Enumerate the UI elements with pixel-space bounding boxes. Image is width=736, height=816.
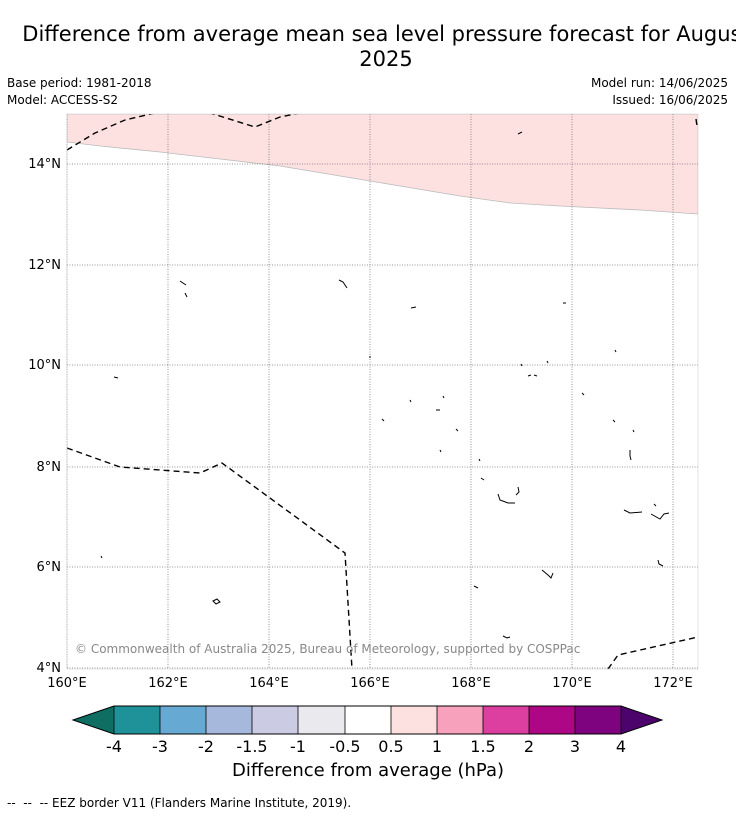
colorbar-dividers [113, 706, 622, 734]
base-period-text: Base period: 1981-2018 [7, 76, 152, 90]
colorbar-tick-label: -4 [106, 737, 122, 756]
islands [100, 131, 670, 639]
colorbar-bin [529, 706, 575, 734]
eez-border-edge-ne [695, 118, 698, 127]
lon-label: 164°E [249, 676, 289, 691]
lat-label: 10°N [28, 358, 61, 373]
colorbar-tick-label: 4 [616, 737, 626, 756]
colorbar-bin [298, 706, 345, 734]
colorbar-tick-label: -0.5 [329, 737, 360, 756]
colorbar-tick-label: 3 [570, 737, 580, 756]
lon-label: 168°E [451, 676, 491, 691]
lat-label: 12°N [28, 258, 61, 273]
colorbar-bin [206, 706, 252, 734]
lat-label: 14°N [28, 157, 61, 172]
map-title: Difference from average mean sea level p… [22, 22, 736, 71]
eez-border-southeast [607, 636, 698, 669]
colorbar-bin [252, 706, 298, 734]
eez-border-central [67, 447, 353, 669]
colorbar: -4 -3 -2 -1.5 -1 -0.5 0.5 1 1.5 2 3 4 [71, 705, 664, 756]
lat-label: 8°N [37, 460, 62, 475]
colorbar-tick-label: 1.5 [470, 737, 495, 756]
lon-labels: 160°E 162°E 164°E 166°E 168°E 170°E 172°… [47, 676, 693, 691]
lat-labels: 14°N 12°N 10°N 8°N 6°N 4°N [28, 157, 61, 676]
colorbar-bin [114, 706, 160, 734]
colorbar-tick-label: 1 [432, 737, 442, 756]
colorbar-tick-label: -1 [290, 737, 306, 756]
lon-label: 172°E [653, 676, 693, 691]
colorbar-bin [160, 706, 206, 734]
colorbar-bin [345, 706, 391, 734]
colorbar-ticks: -4 -3 -2 -1.5 -1 -0.5 0.5 1 1.5 2 3 4 [106, 737, 626, 756]
colorbar-tick-label: -2 [198, 737, 214, 756]
footnote-eez-legend: -- -- -- EEZ border V11 (Flanders Marine… [7, 796, 352, 810]
issued-text: Issued: 16/06/2025 [612, 93, 728, 107]
map-frame [66, 113, 699, 670]
colorbar-tick-label: 2 [524, 737, 534, 756]
eez-borders [67, 114, 698, 669]
model-run-text: Model run: 14/06/2025 [590, 76, 728, 90]
lat-label: 4°N [37, 661, 62, 676]
model-text: Model: ACCESS-S2 [7, 93, 119, 107]
lon-label: 166°E [350, 676, 390, 691]
lon-label: 162°E [148, 676, 188, 691]
colorbar-bin [575, 706, 621, 734]
eez-border-north [67, 114, 299, 151]
meta-right: Model run: 14/06/2025 Issued: 16/06/2025 [591, 75, 728, 109]
colorbar-tick-label: -1.5 [236, 737, 267, 756]
meta-left: Base period: 1981-2018 Model: ACCESS-S2 [7, 75, 152, 109]
colorbar-extend-high [621, 706, 662, 734]
copyright-text: © Commonwealth of Australia 2025, Bureau… [75, 642, 580, 656]
colorbar-bin [483, 706, 529, 734]
colorbar-tick-label: -3 [152, 737, 168, 756]
lon-label: 160°E [47, 676, 87, 691]
lat-label: 6°N [37, 560, 62, 575]
lon-label: 170°E [552, 676, 592, 691]
colorbar-extend-low [73, 706, 114, 734]
colorbar-tick-label: 0.5 [378, 737, 403, 756]
colorbar-bin [437, 706, 483, 734]
colorbar-bin [391, 706, 437, 734]
colorbar-title: Difference from average (hPa) [231, 760, 505, 781]
